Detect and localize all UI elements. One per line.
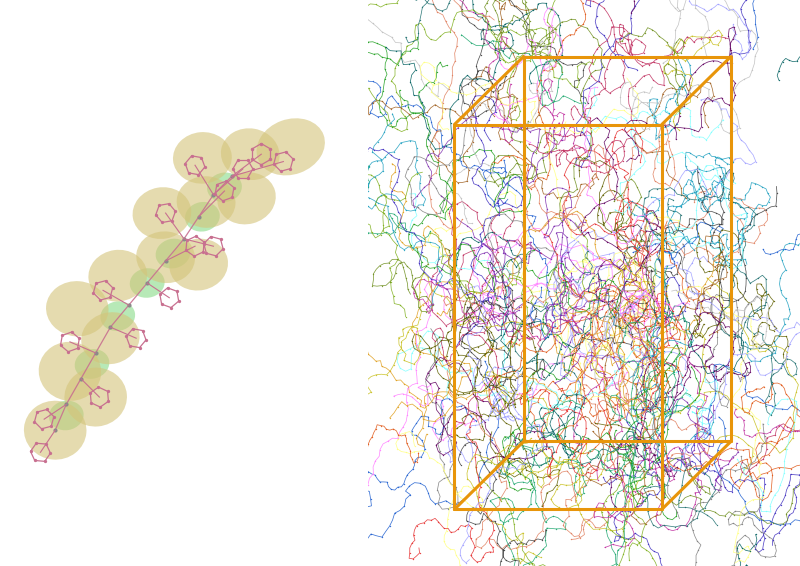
Ellipse shape: [130, 268, 165, 298]
Ellipse shape: [46, 281, 109, 336]
Ellipse shape: [218, 172, 276, 224]
Ellipse shape: [207, 173, 242, 202]
Ellipse shape: [74, 349, 110, 379]
Ellipse shape: [38, 342, 101, 401]
Ellipse shape: [185, 202, 220, 231]
Ellipse shape: [24, 401, 86, 460]
Ellipse shape: [173, 132, 232, 184]
Ellipse shape: [100, 301, 135, 331]
Ellipse shape: [81, 312, 140, 365]
Ellipse shape: [177, 176, 235, 228]
Ellipse shape: [257, 118, 325, 175]
Ellipse shape: [156, 239, 190, 268]
Ellipse shape: [49, 401, 84, 430]
Ellipse shape: [136, 231, 195, 283]
Ellipse shape: [221, 128, 279, 180]
Ellipse shape: [65, 368, 127, 427]
Ellipse shape: [170, 239, 228, 290]
Ellipse shape: [88, 250, 147, 302]
Ellipse shape: [133, 187, 191, 239]
